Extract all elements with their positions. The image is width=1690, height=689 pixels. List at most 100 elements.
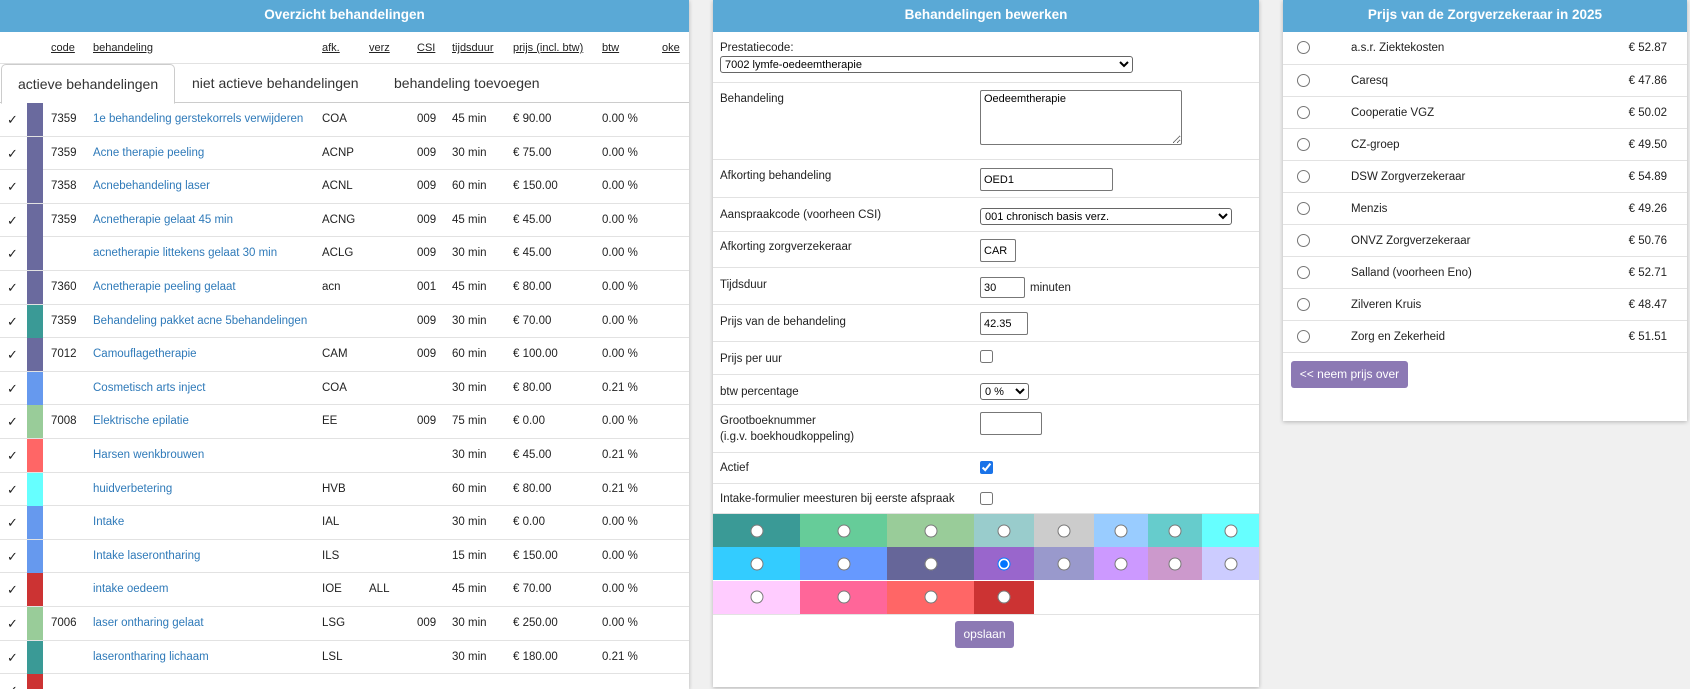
- color-swatch[interactable]: [1202, 514, 1259, 547]
- color-radio[interactable]: [750, 557, 763, 571]
- color-swatch[interactable]: [800, 547, 887, 581]
- row-name-link[interactable]: acnetherapie littekens gelaat 30 min: [93, 247, 278, 260]
- color-radio[interactable]: [924, 590, 937, 604]
- color-swatch[interactable]: [1094, 547, 1148, 581]
- col-header-tijdsduur[interactable]: tijdsduur: [452, 42, 494, 54]
- table-row[interactable]: ✓ Harsen wenkbrouwen 30 min € 45.00 0.21 %: [0, 438, 689, 473]
- color-radio[interactable]: [1114, 557, 1128, 571]
- col-header-afk[interactable]: afk.: [322, 42, 340, 54]
- table-row[interactable]: ✓ 7359 Acnetherapie gelaat 45 min ACNG 009 45…: [0, 203, 689, 238]
- color-radio[interactable]: [1057, 557, 1071, 571]
- insurer-row[interactable]: Menzis € 49.26: [1283, 193, 1687, 225]
- color-radio[interactable]: [750, 590, 763, 604]
- color-radio[interactable]: [837, 524, 850, 537]
- col-header-code[interactable]: code: [51, 42, 75, 54]
- color-radio[interactable]: [924, 524, 937, 537]
- row-name-link[interactable]: Cosmetisch arts inject: [93, 381, 206, 394]
- tab-niet-actieve-behandelingen[interactable]: niet actieve behandelingen: [192, 75, 359, 91]
- row-name-link[interactable]: Elektrische epilatie: [93, 415, 189, 428]
- col-header-prijs[interactable]: prijs (incl. btw): [513, 42, 584, 54]
- color-swatch[interactable]: [974, 547, 1034, 581]
- color-swatch[interactable]: [1148, 514, 1202, 547]
- table-row[interactable]: ✓ acnetherapie littekens gelaat 30 min ACL…: [0, 237, 689, 271]
- color-radio[interactable]: [1057, 524, 1071, 537]
- color-swatch[interactable]: [1094, 514, 1148, 547]
- tijdsduur-input[interactable]: [980, 277, 1025, 298]
- color-swatch[interactable]: [887, 514, 974, 547]
- behandeling-textarea[interactable]: Oedeemtherapie: [980, 90, 1182, 145]
- insurer-row[interactable]: Salland (voorheen Eno) € 52.71: [1283, 257, 1687, 289]
- table-row[interactable]: ✓ laserontharing lichaam LSL 30 min € 180.00…: [0, 640, 689, 675]
- actief-checkbox[interactable]: [980, 461, 993, 474]
- insurer-radio[interactable]: [1297, 234, 1310, 247]
- row-name-link[interactable]: intake oedeem: [93, 583, 169, 596]
- color-radio[interactable]: [997, 557, 1011, 571]
- color-swatch[interactable]: [1148, 547, 1202, 581]
- color-radio[interactable]: [924, 557, 937, 571]
- table-row[interactable]: ✓ Intake IAL 30 min € 0.00 0.00 %: [0, 506, 689, 540]
- intake-checkbox[interactable]: [980, 492, 993, 505]
- color-swatch[interactable]: [1034, 547, 1094, 581]
- table-row[interactable]: ✓ 7006 laser ontharing gelaat LSG 009 30 min €…: [0, 606, 689, 641]
- prijs-per-uur-checkbox[interactable]: [980, 350, 993, 363]
- row-name-link[interactable]: laser ontharing gelaat: [93, 616, 204, 629]
- insurer-row[interactable]: a.s.r. Ziektekosten € 52.87: [1283, 32, 1687, 65]
- afkorting-zorgverzekeraar-input[interactable]: [980, 239, 1016, 262]
- color-radio[interactable]: [1224, 524, 1237, 537]
- col-header-csi[interactable]: CSI: [417, 42, 436, 54]
- row-name-link[interactable]: Intake: [93, 516, 125, 529]
- row-name-link[interactable]: Acnetherapie gelaat 45 min: [93, 213, 234, 226]
- afkorting-input[interactable]: [980, 168, 1113, 191]
- aanspraakcode-select[interactable]: 001 chronisch basis verz.: [980, 208, 1232, 225]
- insurer-radio[interactable]: [1297, 138, 1310, 151]
- table-row[interactable]: ✓ 7012 Camouflagetherapie CAM 009 60 min € 100…: [0, 338, 689, 372]
- insurer-row[interactable]: Zorg en Zekerheid € 51.51: [1283, 321, 1687, 353]
- insurer-radio[interactable]: [1297, 298, 1310, 311]
- color-swatch[interactable]: [800, 580, 887, 614]
- row-name-link[interactable]: laserontharing lichaam: [93, 650, 209, 663]
- prestatiecode-select[interactable]: 7002 lymfe-oedeemtherapie: [720, 56, 1133, 73]
- insurer-row[interactable]: CZ-groep € 49.50: [1283, 129, 1687, 161]
- table-row[interactable]: ✓ Intake laserontharing ILS 15 min € 150.00 0…: [0, 539, 689, 574]
- color-swatch[interactable]: [1034, 514, 1094, 547]
- insurer-radio[interactable]: [1297, 170, 1310, 183]
- table-row[interactable]: ✓ 7008 Elektrische epilatie EE 009 75 min € 0.…: [0, 405, 689, 439]
- table-row[interactable]: ✓ 7359 Acne therapie peeling ACNP 009 30 min €…: [0, 136, 689, 171]
- insurer-radio[interactable]: [1297, 202, 1310, 215]
- color-radio[interactable]: [1114, 524, 1128, 537]
- color-radio[interactable]: [1168, 524, 1182, 537]
- tab-actieve-behandelingen[interactable]: actieve behandelingen: [1, 64, 176, 104]
- color-swatch[interactable]: [887, 580, 974, 614]
- take-price-button[interactable]: << neem prijs over: [1291, 361, 1408, 388]
- col-header-behandeling[interactable]: behandeling: [93, 42, 153, 54]
- insurer-radio[interactable]: [1297, 74, 1310, 87]
- table-row[interactable]: ✓ 7359 1e behandeling gerstekorrels verwij…: [0, 103, 689, 137]
- row-name-link[interactable]: Acne therapie peeling: [93, 146, 205, 159]
- color-swatch[interactable]: [974, 514, 1034, 547]
- color-swatch[interactable]: [1202, 547, 1259, 581]
- row-name-link[interactable]: Intake laserontharing: [93, 549, 201, 562]
- row-name-link[interactable]: Acnebehandeling laser: [93, 180, 211, 193]
- color-swatch[interactable]: [800, 514, 887, 547]
- table-row[interactable]: ✓: [0, 674, 689, 689]
- row-name-link[interactable]: Acnetherapie peeling gelaat: [93, 280, 236, 293]
- table-row[interactable]: ✓ 7358 Acnebehandeling laser ACNL 009 60 min €…: [0, 170, 689, 204]
- color-swatch[interactable]: [974, 580, 1034, 614]
- insurer-row[interactable]: ONVZ Zorgverzekeraar € 50.76: [1283, 225, 1687, 257]
- color-radio[interactable]: [1168, 557, 1182, 571]
- insurer-row[interactable]: DSW Zorgverzekeraar € 54.89: [1283, 161, 1687, 193]
- row-name-link[interactable]: Harsen wenkbrouwen: [93, 448, 205, 461]
- btw-select[interactable]: 0 %: [980, 383, 1029, 400]
- prijs-input[interactable]: [980, 312, 1028, 335]
- color-radio[interactable]: [997, 524, 1011, 537]
- table-row[interactable]: ✓ 7360 Acnetherapie peeling gelaat acn 001 45…: [0, 270, 689, 305]
- table-row[interactable]: ✓ 7359 Behandeling pakket acne 5behandelin…: [0, 304, 689, 339]
- grootboek-input[interactable]: [980, 412, 1042, 435]
- color-radio[interactable]: [997, 590, 1011, 604]
- insurer-radio[interactable]: [1297, 266, 1310, 279]
- save-button[interactable]: opslaan: [955, 621, 1014, 648]
- insurer-row[interactable]: Cooperatie VGZ € 50.02: [1283, 97, 1687, 129]
- col-header-verz[interactable]: verz: [369, 42, 390, 54]
- insurer-row[interactable]: Zilveren Kruis € 48.47: [1283, 289, 1687, 321]
- table-row[interactable]: ✓ Cosmetisch arts inject COA 30 min € 80.00 0…: [0, 371, 689, 406]
